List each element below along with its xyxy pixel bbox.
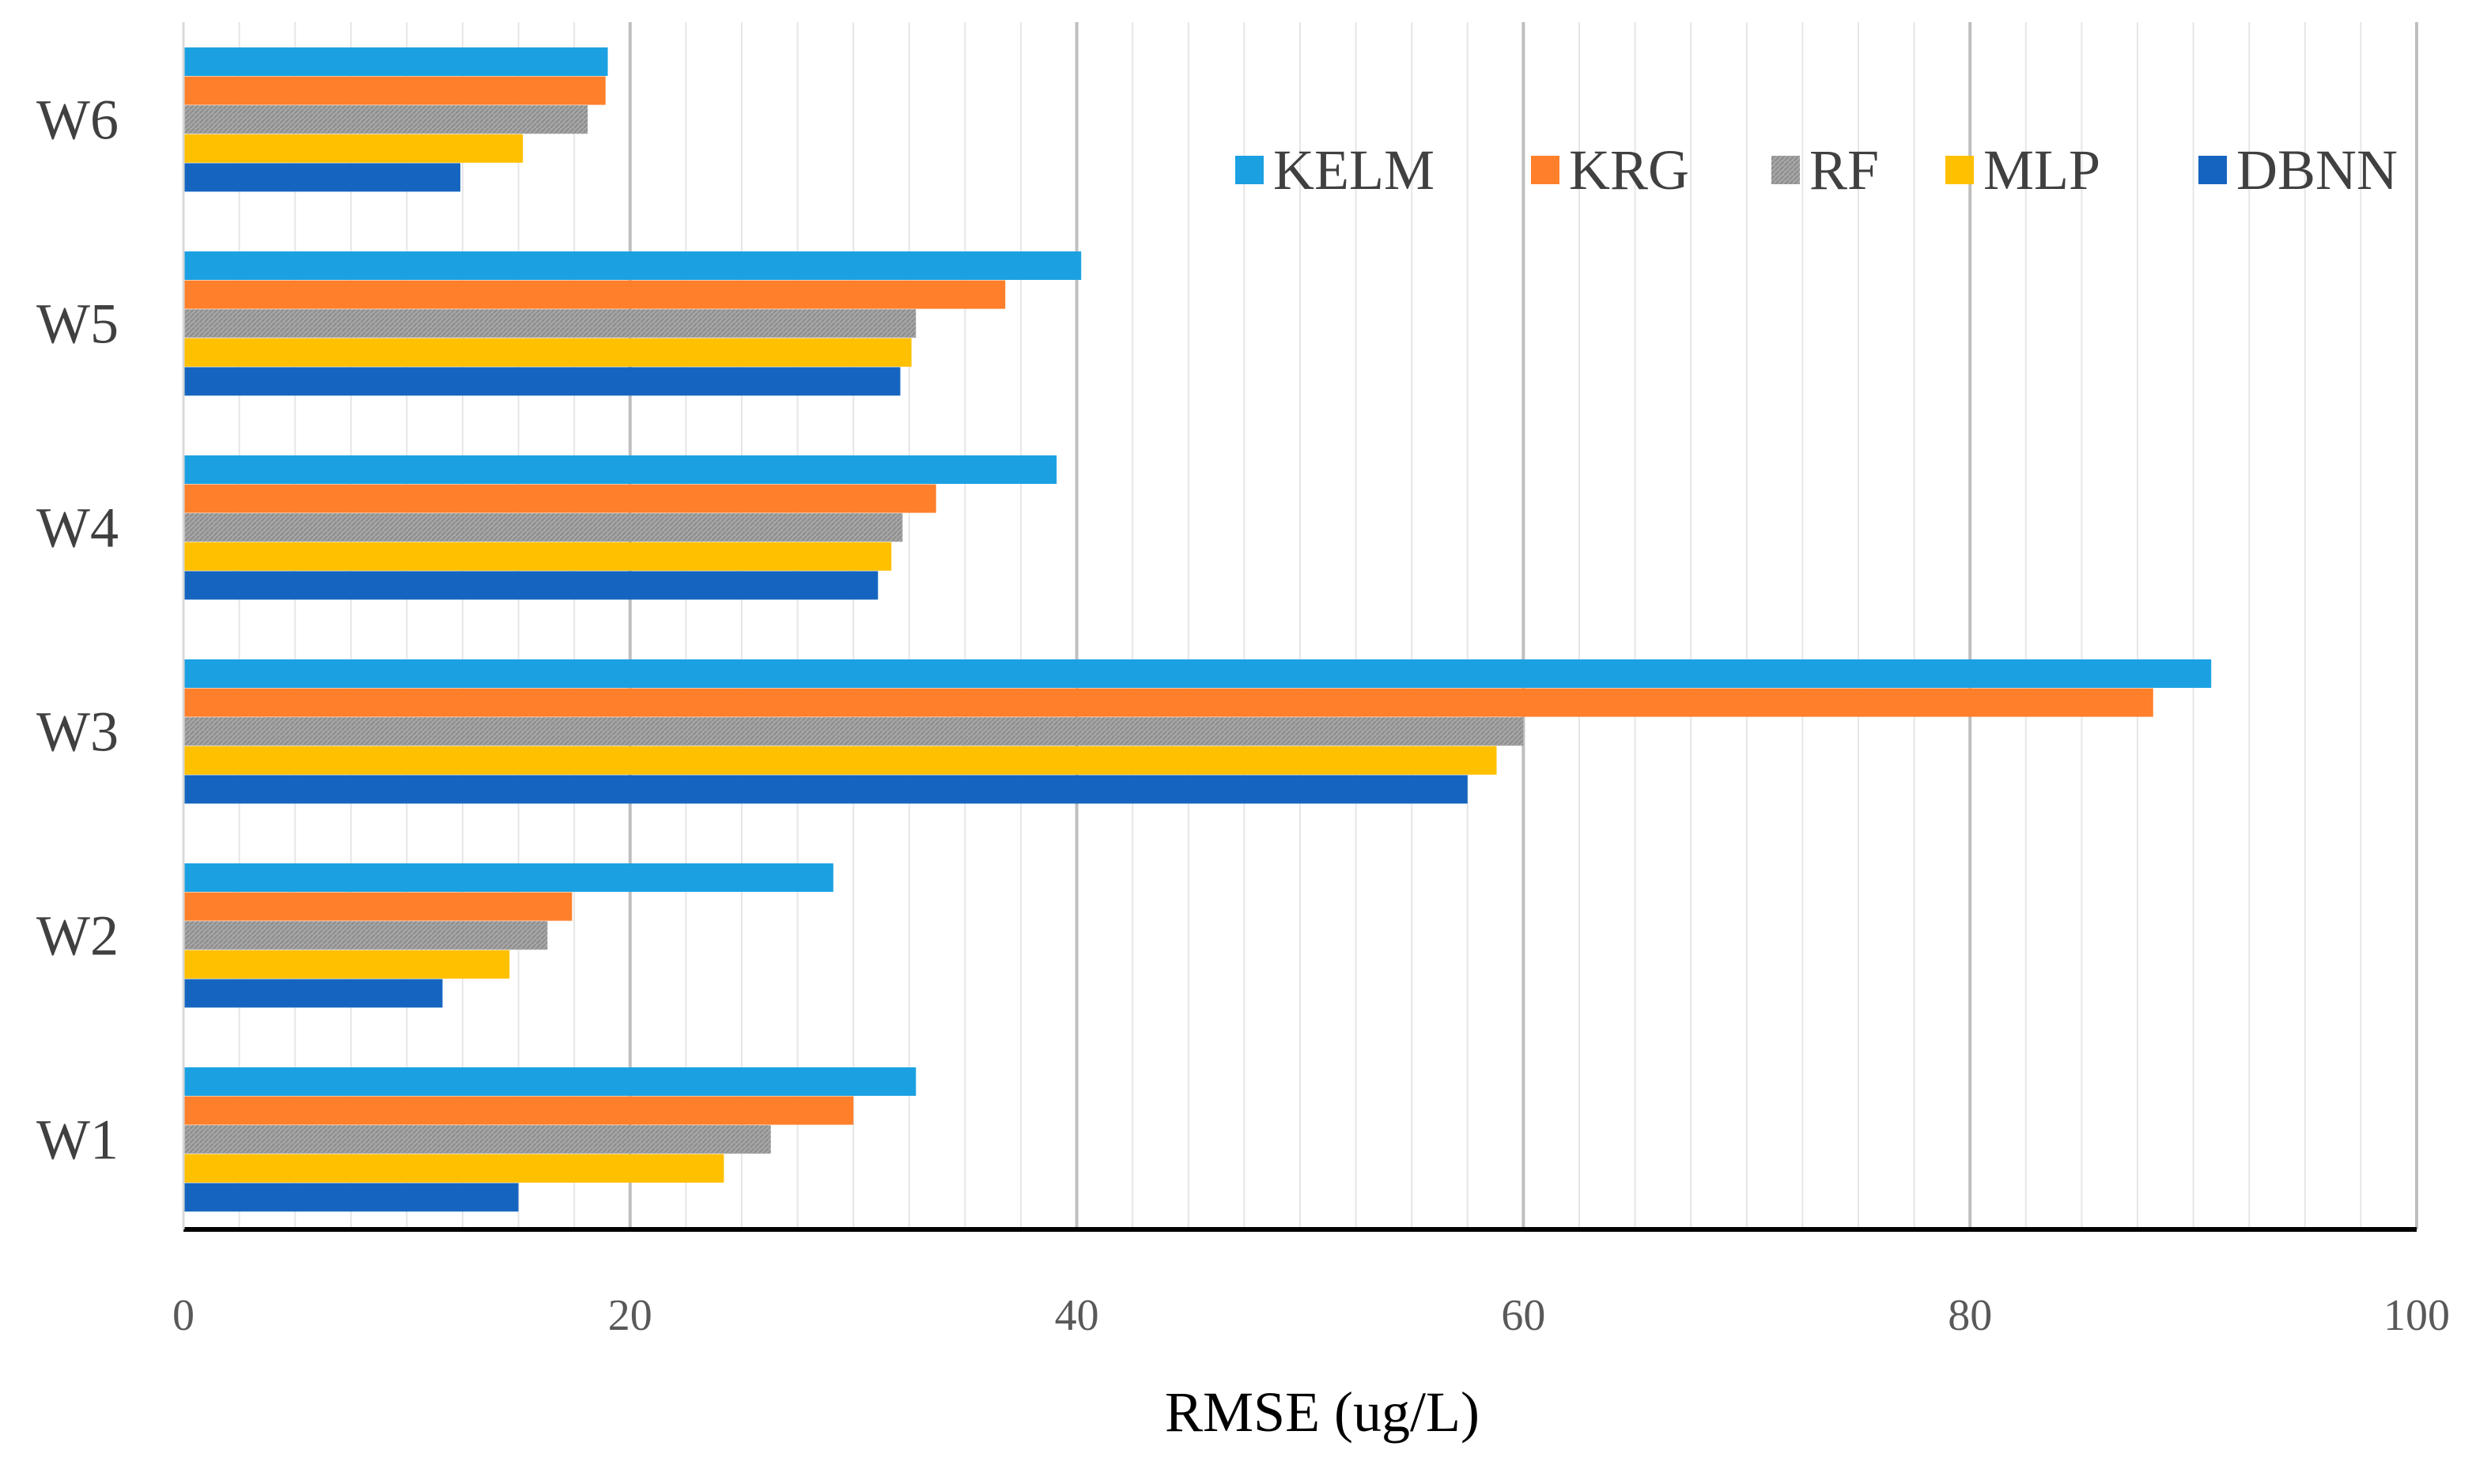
legend-label: RF [1809,138,1879,202]
category-label: W5 [36,293,119,356]
category-labels: W6 W5 W4 W3 W2 W1 [36,89,119,1172]
bar-w5-mlp [183,338,912,367]
category-label: W4 [36,497,119,560]
x-tick-label: 0 [172,1291,195,1340]
bar-w6-dbnn [183,163,461,192]
bar-w4-dbnn [183,571,879,600]
bar-w3-kelm [183,659,2212,688]
bar-w6-krg [183,76,606,105]
bar-group-w5 [183,251,1082,396]
gridlines [238,22,2418,1229]
bar-w6-rf [183,105,588,134]
legend-item-rf: RF [1771,138,1879,202]
bar-w3-mlp [183,746,1497,775]
bar-w2-krg [183,892,573,921]
legend-label: KRG [1569,138,1689,202]
legend-swatch [2198,156,2227,184]
bar-w2-kelm [183,863,833,892]
x-tick-label: 20 [608,1291,652,1340]
bars [183,47,2212,1212]
legend-label: KELM [1273,138,1434,202]
axes [182,22,2417,1232]
bar-w3-rf [183,717,1524,746]
bar-w1-rf [183,1125,771,1154]
category-label: W1 [36,1108,119,1172]
bar-w5-krg [183,280,1006,309]
x-tick-label: 80 [1948,1291,1992,1340]
x-tick-label: 60 [1501,1291,1545,1340]
bar-w1-dbnn [183,1183,519,1212]
bar-w4-rf [183,513,903,542]
x-tick-labels: 0 20 40 60 80 100 [172,1291,2450,1340]
bar-group-w6 [183,47,608,192]
bar-w5-dbnn [183,367,901,396]
legend-swatch [1531,156,1559,184]
bar-group-w3 [183,659,2212,804]
bar-w6-kelm [183,47,608,76]
category-label: W6 [36,89,119,152]
x-axis-title: RMSE (ug/L) [1165,1380,1480,1444]
x-tick-label: 100 [2383,1291,2450,1340]
legend-item-krg: KRG [1531,138,1689,202]
legend-item-kelm: KELM [1235,138,1434,202]
legend-item-dbnn: DBNN [2198,138,2398,202]
bar-w1-krg [183,1096,854,1125]
legend-label: MLP [1983,138,2100,202]
bar-group-w2 [183,863,833,1008]
bar-w1-kelm [183,1067,917,1096]
bar-w5-kelm [183,251,1082,280]
legend-label: DBNN [2236,138,2398,202]
bar-group-w1 [183,1067,917,1212]
legend-swatch [1771,156,1800,184]
bar-w3-krg [183,688,2153,717]
x-tick-label: 40 [1055,1291,1099,1340]
bar-w3-dbnn [183,775,1468,804]
bar-w6-mlp [183,134,524,163]
bar-w4-kelm [183,455,1057,484]
bar-w2-dbnn [183,979,443,1008]
legend-item-mlp: MLP [1945,138,2100,202]
legend-swatch [1235,156,1264,184]
bar-w4-mlp [183,542,892,571]
legend: KELM KRG RF MLP DBNN [1235,138,2398,202]
bar-group-w4 [183,455,1057,600]
bar-w2-mlp [183,950,510,979]
category-label: W2 [36,904,119,968]
category-label: W3 [36,700,119,764]
legend-swatch [1945,156,1974,184]
bar-w4-krg [183,484,936,513]
bar-w2-rf [183,921,548,950]
bar-w5-rf [183,309,917,338]
bar-w1-mlp [183,1154,724,1183]
